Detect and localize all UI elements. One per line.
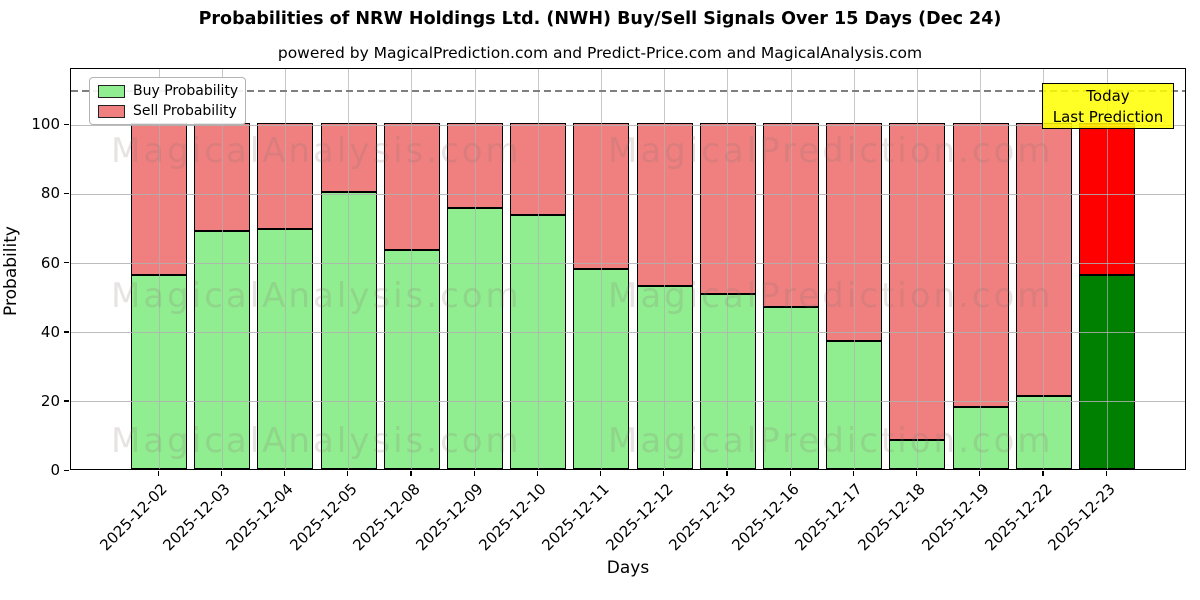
x-tick-mark [915, 471, 918, 476]
v-gridline [853, 69, 855, 469]
x-tick-label: 2025-12-02 [96, 480, 171, 555]
x-tick-mark [536, 471, 538, 476]
v-gridline [474, 69, 476, 469]
x-tick-mark [410, 471, 412, 476]
y-tick-mark [64, 331, 69, 333]
annotation-line2: Last Prediction [1052, 108, 1164, 126]
v-gridline [790, 69, 792, 469]
y-tick-label: 20 [40, 391, 60, 410]
h-gridline [71, 263, 1185, 265]
y-tick-label: 100 [31, 115, 60, 134]
x-tick-mark [220, 471, 222, 476]
y-tick-label: 80 [40, 184, 60, 203]
buy-swatch-icon [98, 84, 125, 98]
v-gridline [221, 69, 223, 469]
x-tick-mark [1105, 471, 1107, 476]
plot-area: MagicalAnalysis.com MagicalPrediction.co… [70, 68, 1186, 470]
x-tick-label: 2025-12-08 [349, 480, 424, 555]
x-tick-label: 2025-12-23 [1044, 480, 1119, 555]
x-tick-label: 2025-12-11 [538, 480, 614, 555]
watermark-text: MagicalAnalysis.com [111, 421, 522, 461]
legend-label-sell: Sell Probability [133, 103, 237, 119]
annotation-line1: Today [1086, 87, 1130, 105]
x-tick-label: 2025-12-18 [854, 480, 930, 555]
x-tick-mark [726, 471, 728, 476]
x-tick-label: 2025-12-10 [475, 480, 550, 555]
h-gridline [71, 124, 1185, 126]
watermark-text: MagicalPrediction.com [608, 421, 1054, 461]
v-gridline [348, 69, 350, 469]
y-tick-mark [64, 123, 69, 126]
x-tick-mark [1042, 471, 1044, 476]
x-tick-mark [599, 471, 602, 476]
y-tick-label: 0 [50, 461, 60, 479]
x-tick-label: 2025-12-16 [728, 480, 803, 555]
chart-title: Probabilities of NRW Holdings Ltd. (NWH)… [198, 9, 1002, 29]
watermark-text: MagicalPrediction.com [608, 276, 1054, 316]
x-tick-label: 2025-12-05 [285, 480, 361, 555]
x-tick-label: 2025-12-19 [917, 480, 993, 555]
x-tick-label: 2025-12-03 [159, 480, 234, 555]
x-tick-mark [157, 471, 159, 476]
x-tick-mark [852, 471, 854, 476]
legend-label-buy: Buy Probability [133, 83, 239, 99]
x-tick-mark [789, 471, 791, 476]
x-tick-label: 2025-12-22 [981, 480, 1056, 555]
x-tick-label: 2025-12-15 [665, 480, 740, 555]
watermark-text: MagicalAnalysis.com [111, 276, 522, 316]
y-tick-mark [64, 469, 69, 471]
v-gridline [980, 69, 982, 469]
x-tick-mark [347, 471, 349, 476]
x-tick-label: 2025-12-12 [601, 480, 677, 555]
sell-swatch-icon [98, 104, 125, 118]
x-tick-label: 2025-12-04 [222, 480, 298, 555]
h-gridline [71, 193, 1185, 195]
v-gridline [158, 69, 160, 469]
v-gridline [537, 69, 539, 469]
y-tick-mark [64, 400, 69, 402]
h-gridline [71, 332, 1185, 334]
v-gridline [284, 69, 286, 469]
v-gridline [916, 69, 918, 469]
legend-item-sell: Sell Probability [98, 103, 237, 119]
x-tick-mark [979, 471, 981, 476]
x-axis-label: Days [606, 558, 650, 578]
y-tick-mark [64, 192, 69, 195]
v-gridline [411, 69, 413, 469]
x-tick-mark [473, 471, 475, 476]
legend-item-buy: Buy Probability [98, 83, 239, 99]
v-gridline [727, 69, 729, 469]
x-tick-mark [283, 471, 286, 476]
y-tick-label: 40 [40, 322, 60, 341]
chart-subtitle: powered by MagicalPrediction.com and Pre… [277, 44, 923, 62]
today-annotation-box: Today Last Prediction [1042, 83, 1174, 129]
v-gridline [600, 69, 602, 469]
h-gridline [71, 401, 1185, 403]
y-tick-label: 60 [40, 253, 60, 272]
y-axis-label: Probability [1, 226, 21, 316]
v-gridline [664, 69, 666, 469]
legend: Buy Probability Sell Probability [89, 77, 246, 125]
x-tick-mark [663, 471, 665, 476]
v-gridline [1043, 69, 1045, 469]
watermark-text: MagicalAnalysis.com [111, 131, 522, 171]
y-tick-mark [64, 262, 69, 264]
threshold-dashed-line [71, 89, 1185, 92]
v-gridline [1106, 69, 1108, 469]
watermark-text: MagicalPrediction.com [608, 131, 1054, 171]
x-tick-label: 2025-12-17 [791, 480, 866, 555]
x-tick-label: 2025-12-09 [412, 480, 487, 555]
